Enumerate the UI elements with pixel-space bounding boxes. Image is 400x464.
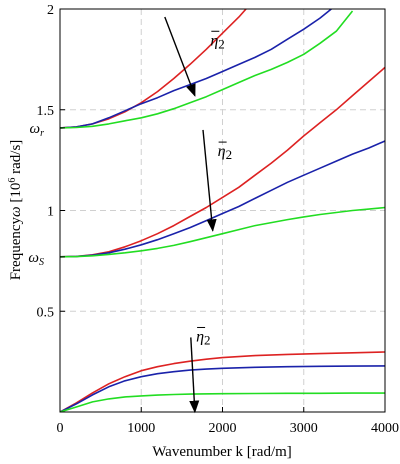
series-line [60,365,385,412]
annotations: η2 η2 η2 [164,16,232,414]
x-tick-label: 1000 [127,421,155,436]
x-tick-label: 3000 [290,421,318,436]
y-tick-label: 1 [47,205,54,220]
y-tick-label: 1.5 [37,104,55,119]
annotation-label: η2 [218,141,232,162]
x-tick-label: 0 [57,421,64,436]
annotation-arrow [164,16,196,97]
series-line [60,66,385,258]
series-line [60,9,333,129]
y-tick-label: 0.5 [37,305,55,320]
eta-label: η2 [196,328,210,347]
annotation-label: η2 [210,30,225,51]
series-line [60,10,354,129]
y-axis-title: Frequencyω [106 rad/s] [7,140,25,281]
series-line [60,351,385,412]
ticks: 0 1000 2000 3000 4000 0.5 1 1.5 2 ωr ωS [28,3,399,436]
grid [60,9,385,412]
x-tick-label: 2000 [209,421,237,436]
x-axis-title: Wavenumber k [rad/m] [152,444,292,460]
y-tick-label: 2 [47,3,54,18]
annotation-arrow [202,129,217,232]
eta-label: η2 [210,32,224,51]
series-line [60,392,385,412]
x-tick-label: 4000 [371,421,399,436]
y-special-tick-label: ωS [28,250,44,268]
series-group [60,9,385,412]
eta-label: η2 [218,143,232,162]
series-line [60,206,385,258]
y-special-tick-label: ωr [30,121,45,139]
series-line [60,140,385,258]
annotation-label: η2 [196,326,211,347]
annotation-arrow [189,337,200,414]
